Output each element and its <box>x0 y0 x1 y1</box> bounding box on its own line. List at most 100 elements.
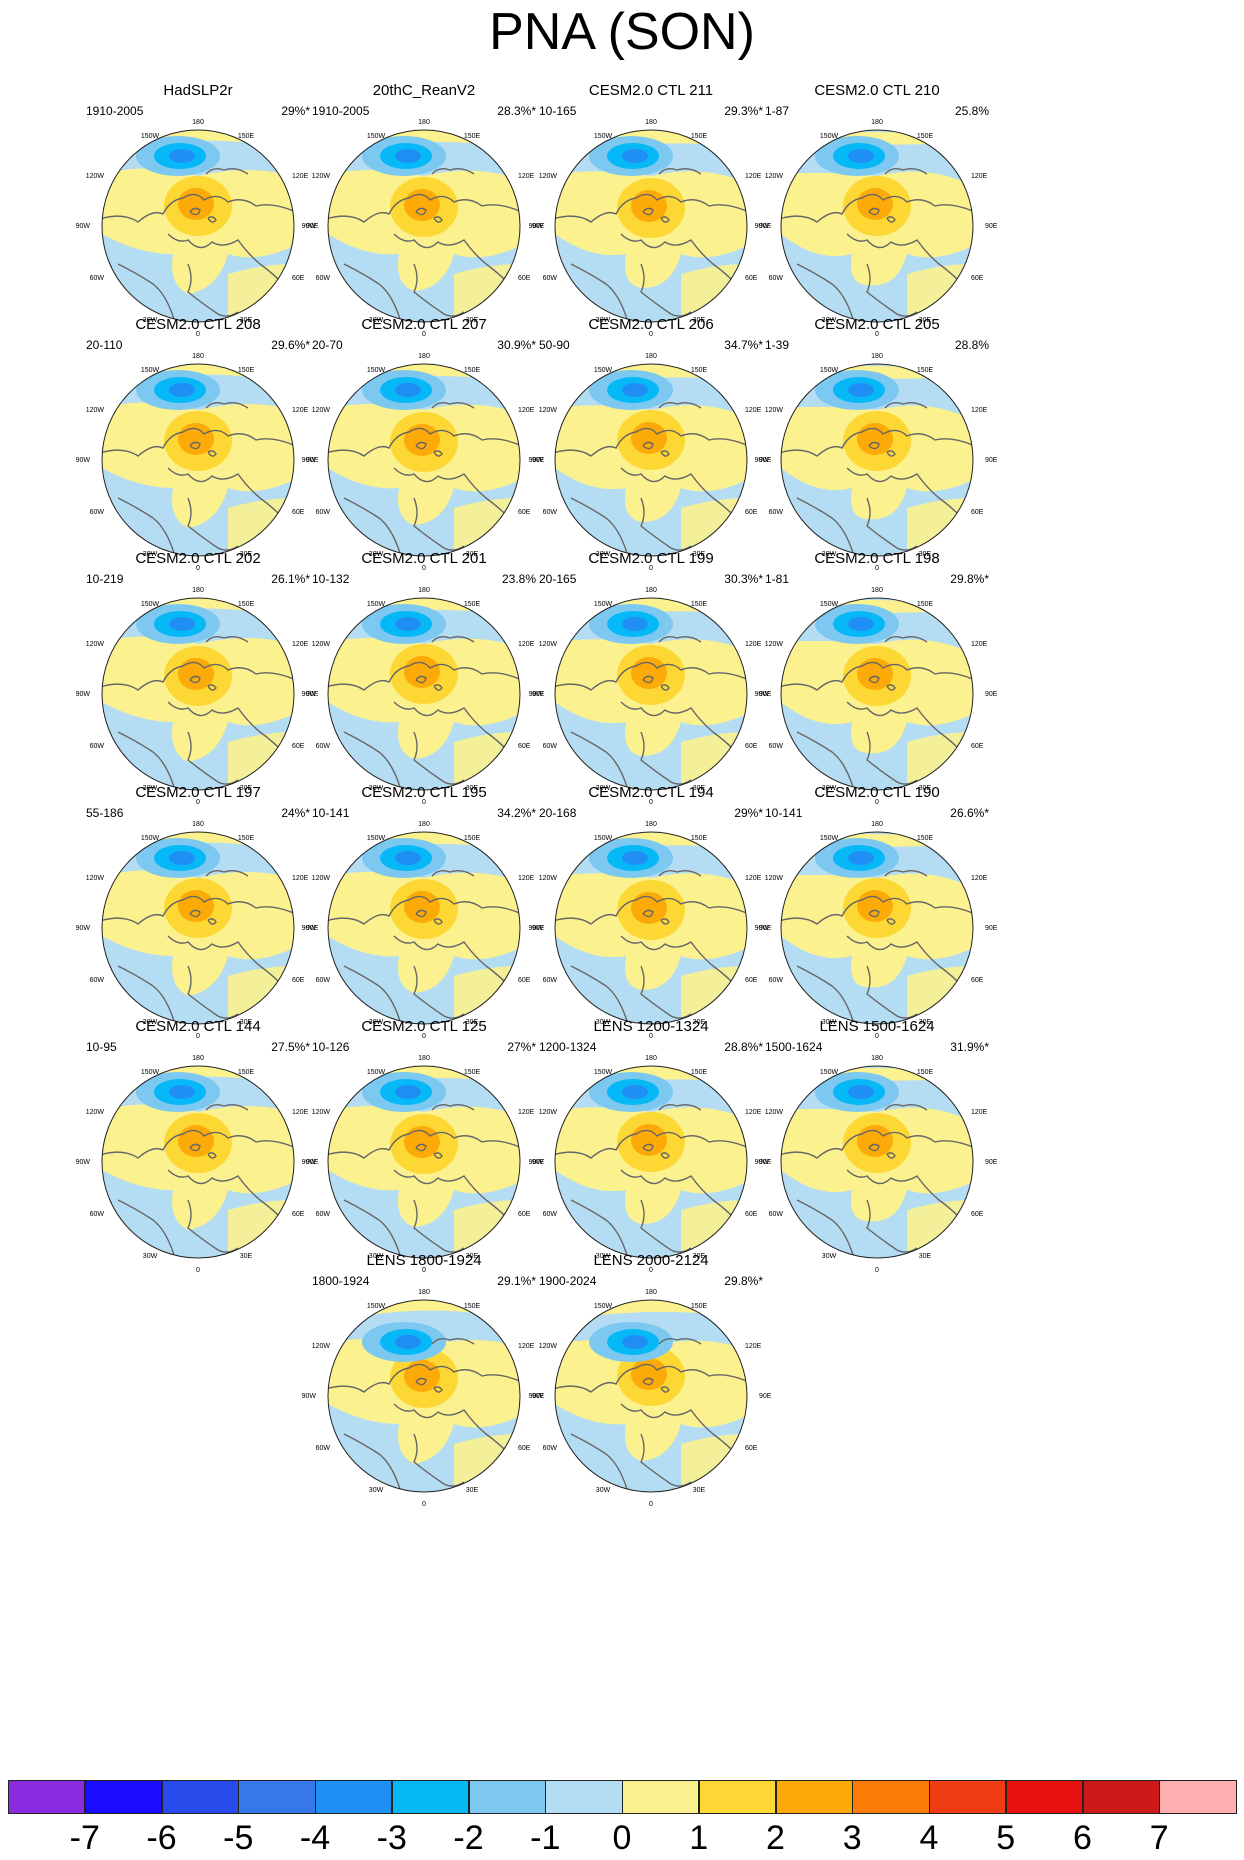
longitude-label: 60E <box>292 509 305 516</box>
coastline <box>102 193 294 223</box>
coastline <box>187 731 239 785</box>
colorbar-tick-label: 3 <box>842 1819 862 1857</box>
panel-years: 20-110 <box>86 338 123 352</box>
map-boundary <box>780 831 974 1025</box>
longitude-label: 30E <box>919 1253 932 1260</box>
coastline <box>884 869 928 877</box>
longitude-label: 30W <box>822 317 837 324</box>
longitude-label: 30E <box>466 551 479 558</box>
positive-anomaly-core <box>404 424 440 456</box>
longitude-label: 120W <box>312 173 331 180</box>
longitude-label: 0 <box>649 1501 653 1508</box>
map-panel: CESM2.0 CTL 201 10-132 23.8% 180 0 90W 90E 150W… <box>302 550 545 810</box>
longitude-label: 120W <box>539 1343 558 1350</box>
negative-anomaly-peak <box>622 617 648 631</box>
longitude-label: 120E <box>518 173 535 180</box>
longitude-label: 180 <box>418 1055 430 1062</box>
longitude-label: 30E <box>693 1253 706 1260</box>
longitude-label: 120W <box>86 641 105 648</box>
coastline <box>846 935 968 992</box>
coastline <box>413 965 465 1019</box>
longitude-label: 120E <box>971 173 988 180</box>
panel-variance-percent: 28.8% <box>954 338 989 352</box>
negative-anomaly-peak <box>169 383 195 397</box>
map-panel: CESM2.0 CTL 211 10-165 29.3%* 180 0 90W 90E 150… <box>529 82 772 342</box>
longitude-label: 120W <box>539 875 558 882</box>
colorbar-tick-label: -3 <box>376 1819 407 1857</box>
coastline <box>570 263 628 320</box>
longitude-label: 30E <box>693 1019 706 1026</box>
coastline <box>640 965 692 1019</box>
longitude-label: 60E <box>971 509 984 516</box>
panel-years: 1900-2024 <box>539 1274 597 1288</box>
longitude-label: 120W <box>312 1109 331 1116</box>
map-panel: HadSLP2r 1910-2005 29%* 180 0 90W 90E 150W 150E 1… <box>76 82 319 342</box>
coastline <box>431 1103 475 1111</box>
longitude-label: 60E <box>971 275 984 282</box>
longitude-label: 60W <box>90 509 105 516</box>
longitude-label: 120W <box>312 641 331 648</box>
longitude-label: 90E <box>985 925 998 932</box>
coastline <box>187 1199 239 1253</box>
longitude-label: 60W <box>316 509 331 516</box>
colorbar-segment <box>1082 1780 1160 1814</box>
longitude-label: 90E <box>759 223 772 230</box>
panel-title: 20thC_ReanV2 <box>372 82 476 99</box>
panel-variance-percent: 29%* <box>281 104 310 118</box>
coastline <box>343 731 401 788</box>
panel-variance-percent: 25.8% <box>954 104 989 118</box>
coastline <box>796 1199 854 1256</box>
longitude-label: 60E <box>745 1445 758 1452</box>
map-panel: CESM2.0 CTL 190 10-141 26.6%* 180 0 90W 90E 150… <box>755 784 998 1044</box>
map-panel: CESM2.0 CTL 144 10-95 27.5%* 180 0 90W 90E 150W… <box>76 1018 319 1278</box>
map-boundary <box>780 597 974 791</box>
coastline <box>570 1199 628 1256</box>
longitude-label: 90W <box>529 223 544 230</box>
longitude-label: 120E <box>292 875 309 882</box>
longitude-label: 30E <box>466 785 479 792</box>
longitude-label: 30W <box>143 785 158 792</box>
negative-anomaly-peak <box>848 1085 874 1099</box>
longitude-label: 120E <box>745 1109 762 1116</box>
longitude-label: 60W <box>316 743 331 750</box>
coastline <box>167 701 289 758</box>
coastline <box>343 263 401 320</box>
longitude-label: 30W <box>369 317 384 324</box>
coastline <box>415 675 443 691</box>
coastline <box>413 263 465 317</box>
coastline <box>328 895 520 925</box>
panel-title: CESM2.0 CTL 208 <box>135 316 261 333</box>
negative-anomaly-peak <box>169 1085 195 1099</box>
colorbar-segment <box>622 1780 700 1814</box>
longitude-label: 30E <box>240 317 253 324</box>
longitude-label: 120E <box>518 641 535 648</box>
coastline <box>866 497 918 551</box>
longitude-label: 60W <box>769 275 784 282</box>
longitude-label: 30W <box>369 551 384 558</box>
coastline <box>187 965 239 1019</box>
longitude-label: 30W <box>369 785 384 792</box>
longitude-label: 0 <box>422 1501 426 1508</box>
coastline <box>431 1337 475 1345</box>
longitude-label: 120W <box>539 1109 558 1116</box>
panel-title: LENS 1500-1624 <box>819 1018 935 1035</box>
longitude-label: 180 <box>871 587 883 594</box>
longitude-label: 30W <box>369 1253 384 1260</box>
longitude-label: 150E <box>691 367 708 374</box>
coastline <box>884 1103 928 1111</box>
longitude-label: 120E <box>971 1109 988 1116</box>
longitude-label: 90W <box>755 925 770 932</box>
longitude-label: 90W <box>529 1393 544 1400</box>
panel-variance-percent: 28.8%* <box>724 1040 763 1054</box>
longitude-label: 60E <box>518 509 531 516</box>
longitude-label: 150W <box>367 367 386 374</box>
longitude-label: 120W <box>539 407 558 414</box>
longitude-label: 180 <box>645 1289 657 1296</box>
negative-anomaly-peak <box>848 617 874 631</box>
colorbar-segment <box>1005 1780 1083 1814</box>
